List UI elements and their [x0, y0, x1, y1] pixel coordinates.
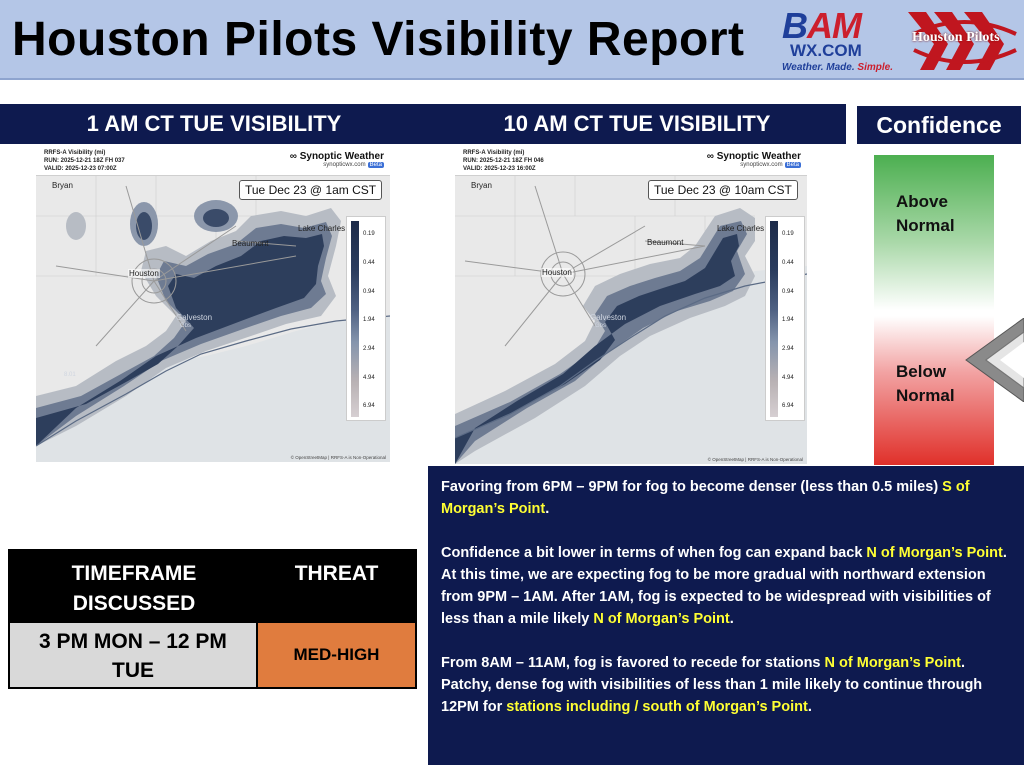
legend-tick: 1.94	[782, 317, 794, 323]
legend-tick: 4.94	[782, 375, 794, 381]
synoptic-brand: ∞ Synoptic Weather synopticwx.com Beta	[289, 151, 384, 168]
city-galveston-sub: Gbs	[595, 323, 607, 329]
bam-weather-logo: BAM WX.COM Weather. Made. Simple.	[782, 8, 902, 74]
left-map-heading: 1 AM CT TUE VISIBILITY	[0, 104, 428, 144]
legend-tick: 2.94	[363, 346, 375, 352]
road-label: 8.01	[64, 372, 76, 378]
city-houston: Houston	[128, 269, 160, 278]
legend-tick: 0.44	[363, 260, 375, 266]
city-galveston-sub: Gbs	[180, 323, 192, 329]
legend-tick: 0.94	[363, 289, 375, 295]
bam-logo-tagline: Weather. Made. Simple.	[782, 62, 893, 73]
legend-tick: 6.94	[363, 403, 375, 409]
confidence-gradient-bar	[874, 155, 994, 465]
legend-tick: 6.94	[782, 403, 794, 409]
map-10am-graphic	[455, 146, 807, 464]
map-10am-footer: © OpenStreetMap | RRFS-A is Non-Operatio…	[707, 457, 803, 462]
threat-table-header: TIMEFRAME DISCUSSED THREAT	[10, 551, 415, 623]
map-1am-meta: RRFS-A Visibility (mi) RUN: 2025-12-21 1…	[44, 150, 125, 172]
header-bar: Houston Pilots Visibility Report BAM WX.…	[0, 0, 1024, 80]
threat-level-cell: MED-HIGH	[258, 623, 415, 687]
city-bryan: Bryan	[471, 181, 492, 190]
legend-tick: 0.19	[782, 231, 794, 237]
column-header-timeframe: TIMEFRAME DISCUSSED	[71, 562, 197, 615]
map-1am-footer: © OpenStreetMap | RRFS-A is Non-Operatio…	[290, 455, 386, 460]
bam-logo-word: BAM	[782, 5, 862, 46]
timeframe-cell: 3 PM MON – 12 PM TUE	[10, 623, 258, 687]
map-1am-date: Tue Dec 23 @ 1am CST	[239, 180, 383, 200]
map-10am-date: Tue Dec 23 @ 10am CST	[648, 180, 798, 200]
houston-pilots-logo-text: Houston Pilots	[912, 30, 1000, 45]
map-10am-header: RRFS-A Visibility (mi) RUN: 2025-12-21 1…	[455, 146, 807, 176]
discussion-paragraph-3: From 8AM – 11AM, fog is favored to reced…	[441, 655, 983, 715]
map-1am-legend: 0.19 0.44 0.94 1.94 2.94 4.94 6.94	[346, 216, 386, 421]
legend-tick: 4.94	[363, 375, 375, 381]
visibility-map-10am: RRFS-A Visibility (mi) RUN: 2025-12-21 1…	[455, 146, 807, 464]
infinity-icon: ∞	[289, 151, 300, 162]
map-10am-meta: RRFS-A Visibility (mi) RUN: 2025-12-21 1…	[463, 150, 544, 172]
map-1am-header: RRFS-A Visibility (mi) RUN: 2025-12-21 1…	[36, 146, 390, 176]
city-galveston: Galveston	[176, 313, 213, 322]
legend-colorbar	[351, 221, 359, 417]
houston-pilots-logo: Houston Pilots	[904, 4, 1020, 76]
legend-tick: 0.44	[782, 260, 794, 266]
legend-tick: 0.94	[782, 289, 794, 295]
confidence-below-label: Below Normal	[896, 362, 955, 405]
confidence-pointer-icon	[965, 318, 1024, 402]
legend-tick: 2.94	[782, 346, 794, 352]
map-10am-legend: 0.19 0.44 0.94 1.94 2.94 4.94 6.94	[765, 216, 805, 421]
legend-tick: 0.19	[363, 231, 375, 237]
confidence-heading: Confidence	[857, 106, 1021, 144]
infinity-icon: ∞	[706, 151, 717, 162]
visibility-map-1am: RRFS-A Visibility (mi) RUN: 2025-12-21 1…	[36, 146, 390, 462]
houston-pilots-emblem-icon	[908, 12, 1017, 70]
city-lake-charles: Lake Charles	[717, 224, 765, 233]
city-beaumont: Beaumont	[232, 239, 269, 248]
column-header-threat: THREAT	[294, 562, 379, 585]
bam-logo-sub: WX.COM	[790, 41, 862, 60]
discussion-paragraph-2: Confidence a bit lower in terms of when …	[441, 545, 1007, 627]
page-title: Houston Pilots Visibility Report	[12, 13, 745, 66]
right-map-heading: 10 AM CT TUE VISIBILITY	[428, 104, 846, 144]
city-beaumont: Beaumont	[647, 238, 684, 247]
threat-table: TIMEFRAME DISCUSSED THREAT 3 PM MON – 12 …	[8, 549, 417, 689]
legend-tick: 1.94	[363, 317, 375, 323]
forecast-discussion: Favoring from 6PM – 9PM for fog to becom…	[428, 466, 1024, 765]
synoptic-brand: ∞ Synoptic Weather synopticwx.com Beta	[706, 151, 801, 168]
city-bryan: Bryan	[52, 181, 73, 190]
city-galveston: Galveston	[590, 313, 627, 322]
city-houston: Houston	[541, 268, 573, 277]
city-lake-charles: Lake Charles	[298, 224, 346, 233]
discussion-paragraph-1: Favoring from 6PM – 9PM for fog to becom…	[441, 479, 970, 517]
legend-colorbar	[770, 221, 778, 417]
confidence-above-label: Above Normal	[896, 192, 955, 235]
